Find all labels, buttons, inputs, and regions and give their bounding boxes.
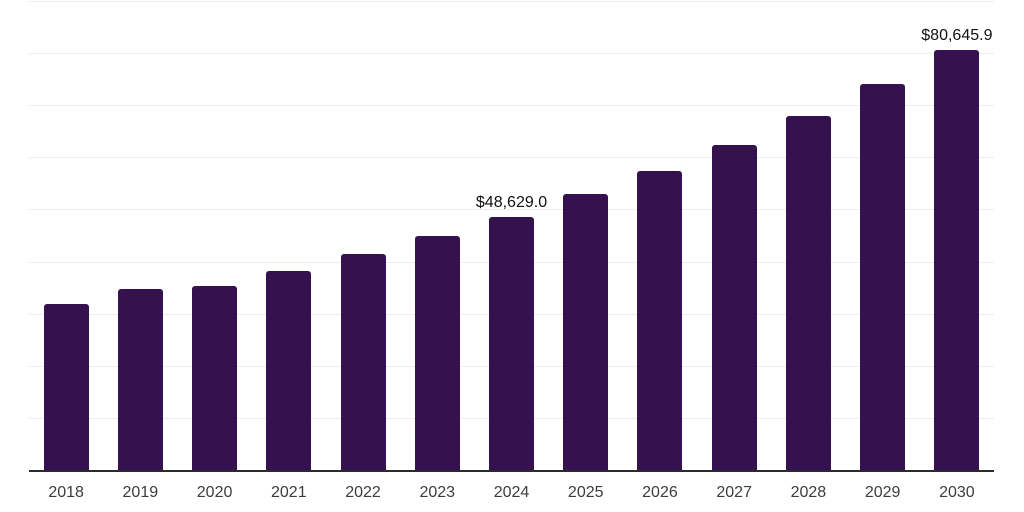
x-tick-label-2028: 2028	[790, 484, 827, 501]
x-tick-label-2026: 2026	[642, 484, 678, 501]
x-tick-label-2018: 2018	[48, 484, 84, 501]
x-tick-label-2030: 2030	[939, 484, 975, 501]
gridline-90000	[29, 1, 994, 2]
x-tick-label-2024: 2024	[493, 484, 530, 501]
gridline-70000	[29, 105, 994, 107]
bar-2026	[637, 170, 683, 470]
x-tick-label-2021: 2021	[271, 484, 307, 501]
x-tick-label-2020: 2020	[196, 484, 233, 501]
bar-2030	[934, 49, 980, 470]
bar-2020	[192, 285, 238, 470]
bar-2024	[489, 216, 534, 470]
gridline-80000	[29, 53, 994, 55]
x-tick-label-2019: 2019	[122, 484, 159, 501]
x-tick-label-2022: 2022	[345, 484, 381, 501]
x-axis-line	[29, 470, 994, 472]
gridline-50000	[29, 209, 994, 211]
value-label-2024: $48,629.0	[475, 193, 548, 211]
bar-2021	[266, 270, 312, 470]
x-tick-label-2023: 2023	[419, 484, 456, 501]
bar-2025	[563, 194, 609, 470]
bar-2022	[340, 254, 386, 470]
bar-2029	[860, 83, 906, 470]
bar-2028	[785, 115, 831, 470]
bar-2018	[43, 303, 89, 470]
bar-2019	[117, 289, 163, 470]
x-tick-label-2025: 2025	[567, 484, 604, 501]
bar-2027	[711, 145, 757, 470]
bar-2023	[414, 236, 460, 470]
x-tick-label-2027: 2027	[716, 484, 752, 501]
x-tick-label-2029: 2029	[864, 484, 901, 501]
gridline-60000	[29, 157, 994, 159]
value-label-2030: $80,645.9	[921, 26, 993, 44]
